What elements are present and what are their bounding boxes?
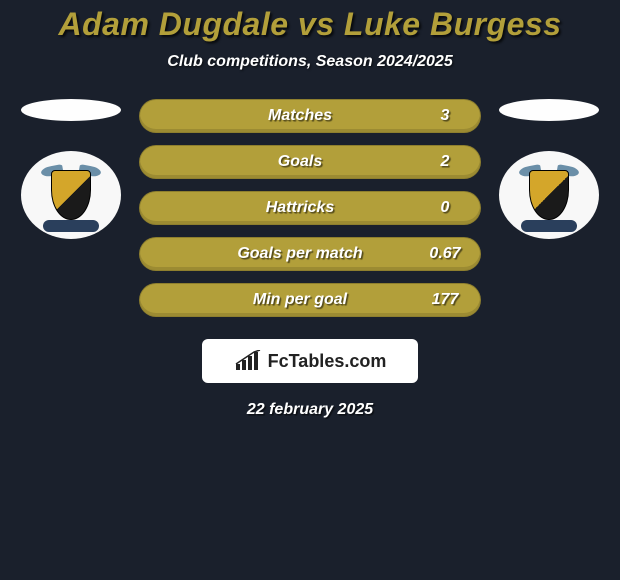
stat-row-goals-per-match: Goals per match 0.67	[139, 237, 481, 271]
stat-value-right: 0.67	[420, 245, 480, 263]
stat-value-right: 2	[420, 153, 480, 171]
left-club-crest	[21, 151, 121, 239]
stat-row-matches: Matches 3	[139, 99, 481, 133]
stat-row-hattricks: Hattricks 0	[139, 191, 481, 225]
right-ball-icon	[499, 99, 599, 121]
right-club-crest	[499, 151, 599, 239]
page-subtitle: Club competitions, Season 2024/2025	[167, 53, 452, 71]
stat-label: Hattricks	[140, 199, 420, 217]
left-player-col	[21, 99, 121, 239]
main-row: Matches 3 Goals 2 Hattricks 0 Goals per …	[0, 99, 620, 317]
source-logo: FcTables.com	[202, 339, 418, 383]
page-title: Adam Dugdale vs Luke Burgess	[58, 6, 561, 43]
stat-value-right: 3	[420, 107, 480, 125]
left-ball-icon	[21, 99, 121, 121]
stat-label: Goals per match	[140, 245, 420, 263]
date-label: 22 february 2025	[247, 401, 373, 419]
stats-column: Matches 3 Goals 2 Hattricks 0 Goals per …	[139, 99, 481, 317]
chart-icon	[234, 350, 262, 372]
stat-label: Matches	[140, 107, 420, 125]
source-logo-text: FcTables.com	[268, 351, 387, 372]
stat-row-goals: Goals 2	[139, 145, 481, 179]
right-player-col	[499, 99, 599, 239]
comparison-card: Adam Dugdale vs Luke Burgess Club compet…	[0, 0, 620, 419]
stat-value-right: 0	[420, 199, 480, 217]
stat-value-right: 177	[420, 291, 480, 309]
stat-row-min-per-goal: Min per goal 177	[139, 283, 481, 317]
stat-label: Goals	[140, 153, 420, 171]
stat-label: Min per goal	[140, 291, 420, 309]
